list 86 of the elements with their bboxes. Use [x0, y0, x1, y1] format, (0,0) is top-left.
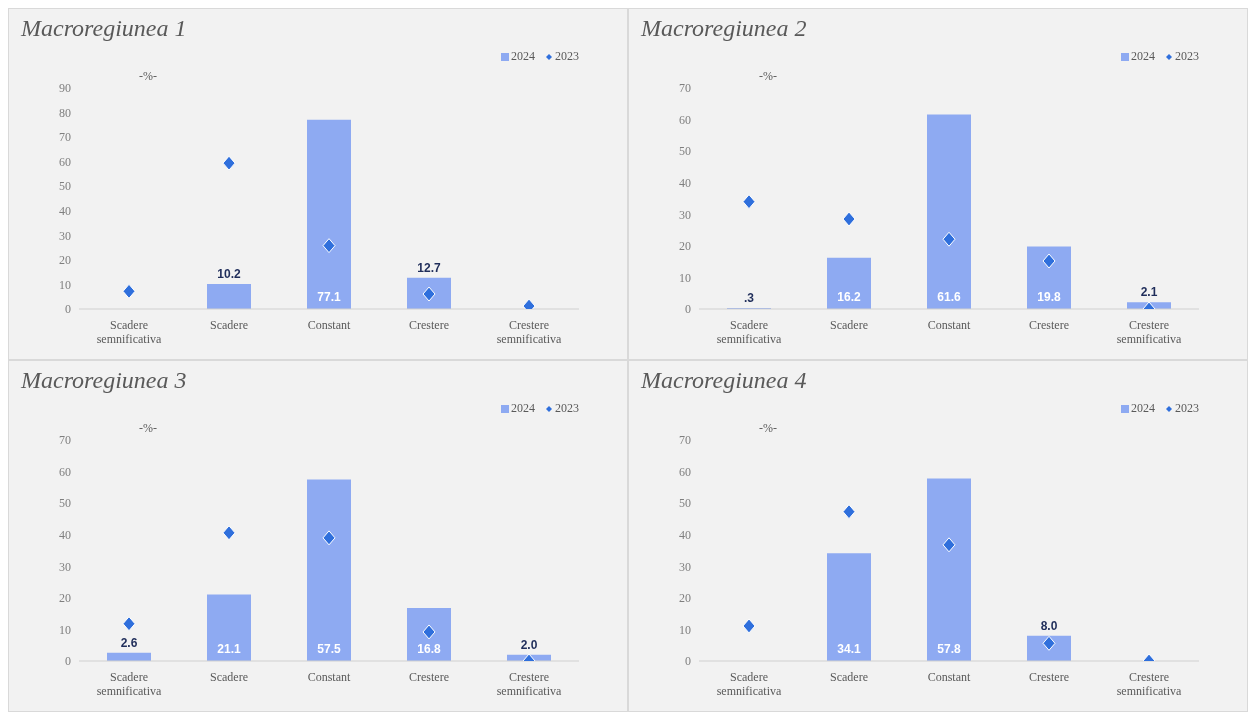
x-tick-label: Constant — [307, 318, 351, 332]
y-tick-label: 60 — [59, 154, 71, 169]
data-label: 57.8 — [937, 642, 961, 656]
legend-label: 2023 — [1174, 49, 1199, 64]
y-tick-label: 50 — [59, 179, 71, 194]
data-label: 21.1 — [217, 642, 241, 656]
y-tick-label: 70 — [59, 130, 71, 145]
x-tick-label: Constant — [927, 670, 971, 684]
y-tick-label: 0 — [65, 302, 71, 317]
legend-label: 2023 — [1174, 401, 1199, 416]
text: -%- — [759, 69, 777, 84]
data-label: 19.8 — [1037, 290, 1061, 304]
data-label: 12.7 — [417, 260, 441, 275]
x-tick-label: Crestere — [1029, 670, 1069, 684]
chart-title: Macroregiunea 2 — [641, 15, 807, 42]
y-tick-label: 30 — [679, 559, 691, 574]
y-tick-label: 70 — [679, 81, 691, 96]
legend-label: 2024 — [510, 49, 535, 64]
legend-label: 2023 — [554, 49, 579, 64]
y-tick-label: 10 — [59, 277, 71, 292]
data-label: 61.6 — [937, 290, 961, 304]
y-tick-label: 70 — [679, 433, 691, 448]
data-label: 2.0 — [520, 637, 538, 652]
x-tick-label: Scadere semnificativa — [96, 670, 162, 698]
x-tick-label: Crestere semnificativa — [496, 670, 562, 698]
text: -%- — [139, 69, 157, 84]
x-tick-label: Scadere — [830, 318, 868, 332]
y-tick-label: 40 — [59, 204, 71, 219]
y-tick-label: 0 — [65, 654, 71, 669]
x-tick-label: Scadere — [830, 670, 868, 684]
y-tick-label: 10 — [679, 270, 691, 285]
x-tick-label: Constant — [927, 318, 971, 332]
x-tick-label: Scadere — [210, 318, 248, 332]
legend-label: 2023 — [554, 401, 579, 416]
y-tick-label: 40 — [679, 175, 691, 190]
x-tick-label: Crestere semnificativa — [1116, 318, 1182, 346]
y-tick-label: 40 — [679, 527, 691, 542]
data-label: 16.2 — [837, 290, 861, 304]
y-tick-label: 20 — [679, 591, 691, 606]
y-tick-label: 0 — [685, 302, 691, 317]
y-tick-label: 60 — [679, 464, 691, 479]
y-tick-label: 80 — [59, 105, 71, 120]
x-tick-label: Constant — [307, 670, 351, 684]
y-tick-label: 70 — [59, 433, 71, 448]
y-tick-label: 50 — [679, 496, 691, 511]
chart-title: Macroregiunea 4 — [641, 367, 807, 394]
x-tick-label: Scadere semnificativa — [96, 318, 162, 346]
y-tick-label: 90 — [59, 81, 71, 96]
text: -%- — [139, 421, 157, 436]
data-label: 2.1 — [1140, 285, 1158, 300]
x-tick-label: Crestere semnificativa — [496, 318, 562, 346]
legend-label: 2024 — [1130, 401, 1155, 416]
data-label: 8.0 — [1040, 618, 1058, 633]
y-tick-label: 20 — [679, 239, 691, 254]
y-tick-label: 60 — [679, 112, 691, 127]
data-label: 16.8 — [417, 642, 441, 656]
y-tick-label: 40 — [59, 527, 71, 542]
x-tick-label: Scadere semnificativa — [716, 670, 782, 698]
data-label: 57.5 — [317, 642, 341, 656]
y-tick-label: 30 — [59, 228, 71, 243]
data-label: 34.1 — [837, 642, 861, 656]
x-tick-label: Scadere — [210, 670, 248, 684]
y-tick-label: 10 — [59, 622, 71, 637]
text: -%- — [759, 421, 777, 436]
x-tick-label: Crestere — [409, 670, 449, 684]
x-tick-label: Crestere — [409, 318, 449, 332]
data-label: 10.2 — [217, 266, 241, 281]
data-label: 77.1 — [317, 290, 341, 304]
y-tick-label: 10 — [679, 622, 691, 637]
chart-title: Macroregiunea 3 — [21, 367, 187, 394]
x-tick-label: Crestere semnificativa — [1116, 670, 1182, 698]
legend-label: 2024 — [510, 401, 535, 416]
x-tick-label: Scadere semnificativa — [716, 318, 782, 346]
y-tick-label: 60 — [59, 464, 71, 479]
y-tick-label: 20 — [59, 253, 71, 268]
y-tick-label: 50 — [679, 144, 691, 159]
y-tick-label: 50 — [59, 496, 71, 511]
y-tick-label: 30 — [59, 559, 71, 574]
data-label: 2.6 — [120, 635, 138, 650]
data-label: .3 — [743, 291, 755, 306]
y-tick-label: 0 — [685, 654, 691, 669]
legend-label: 2024 — [1130, 49, 1155, 64]
chart-title: Macroregiunea 1 — [21, 15, 187, 42]
y-tick-label: 20 — [59, 591, 71, 606]
y-tick-label: 30 — [679, 207, 691, 222]
x-tick-label: Crestere — [1029, 318, 1069, 332]
